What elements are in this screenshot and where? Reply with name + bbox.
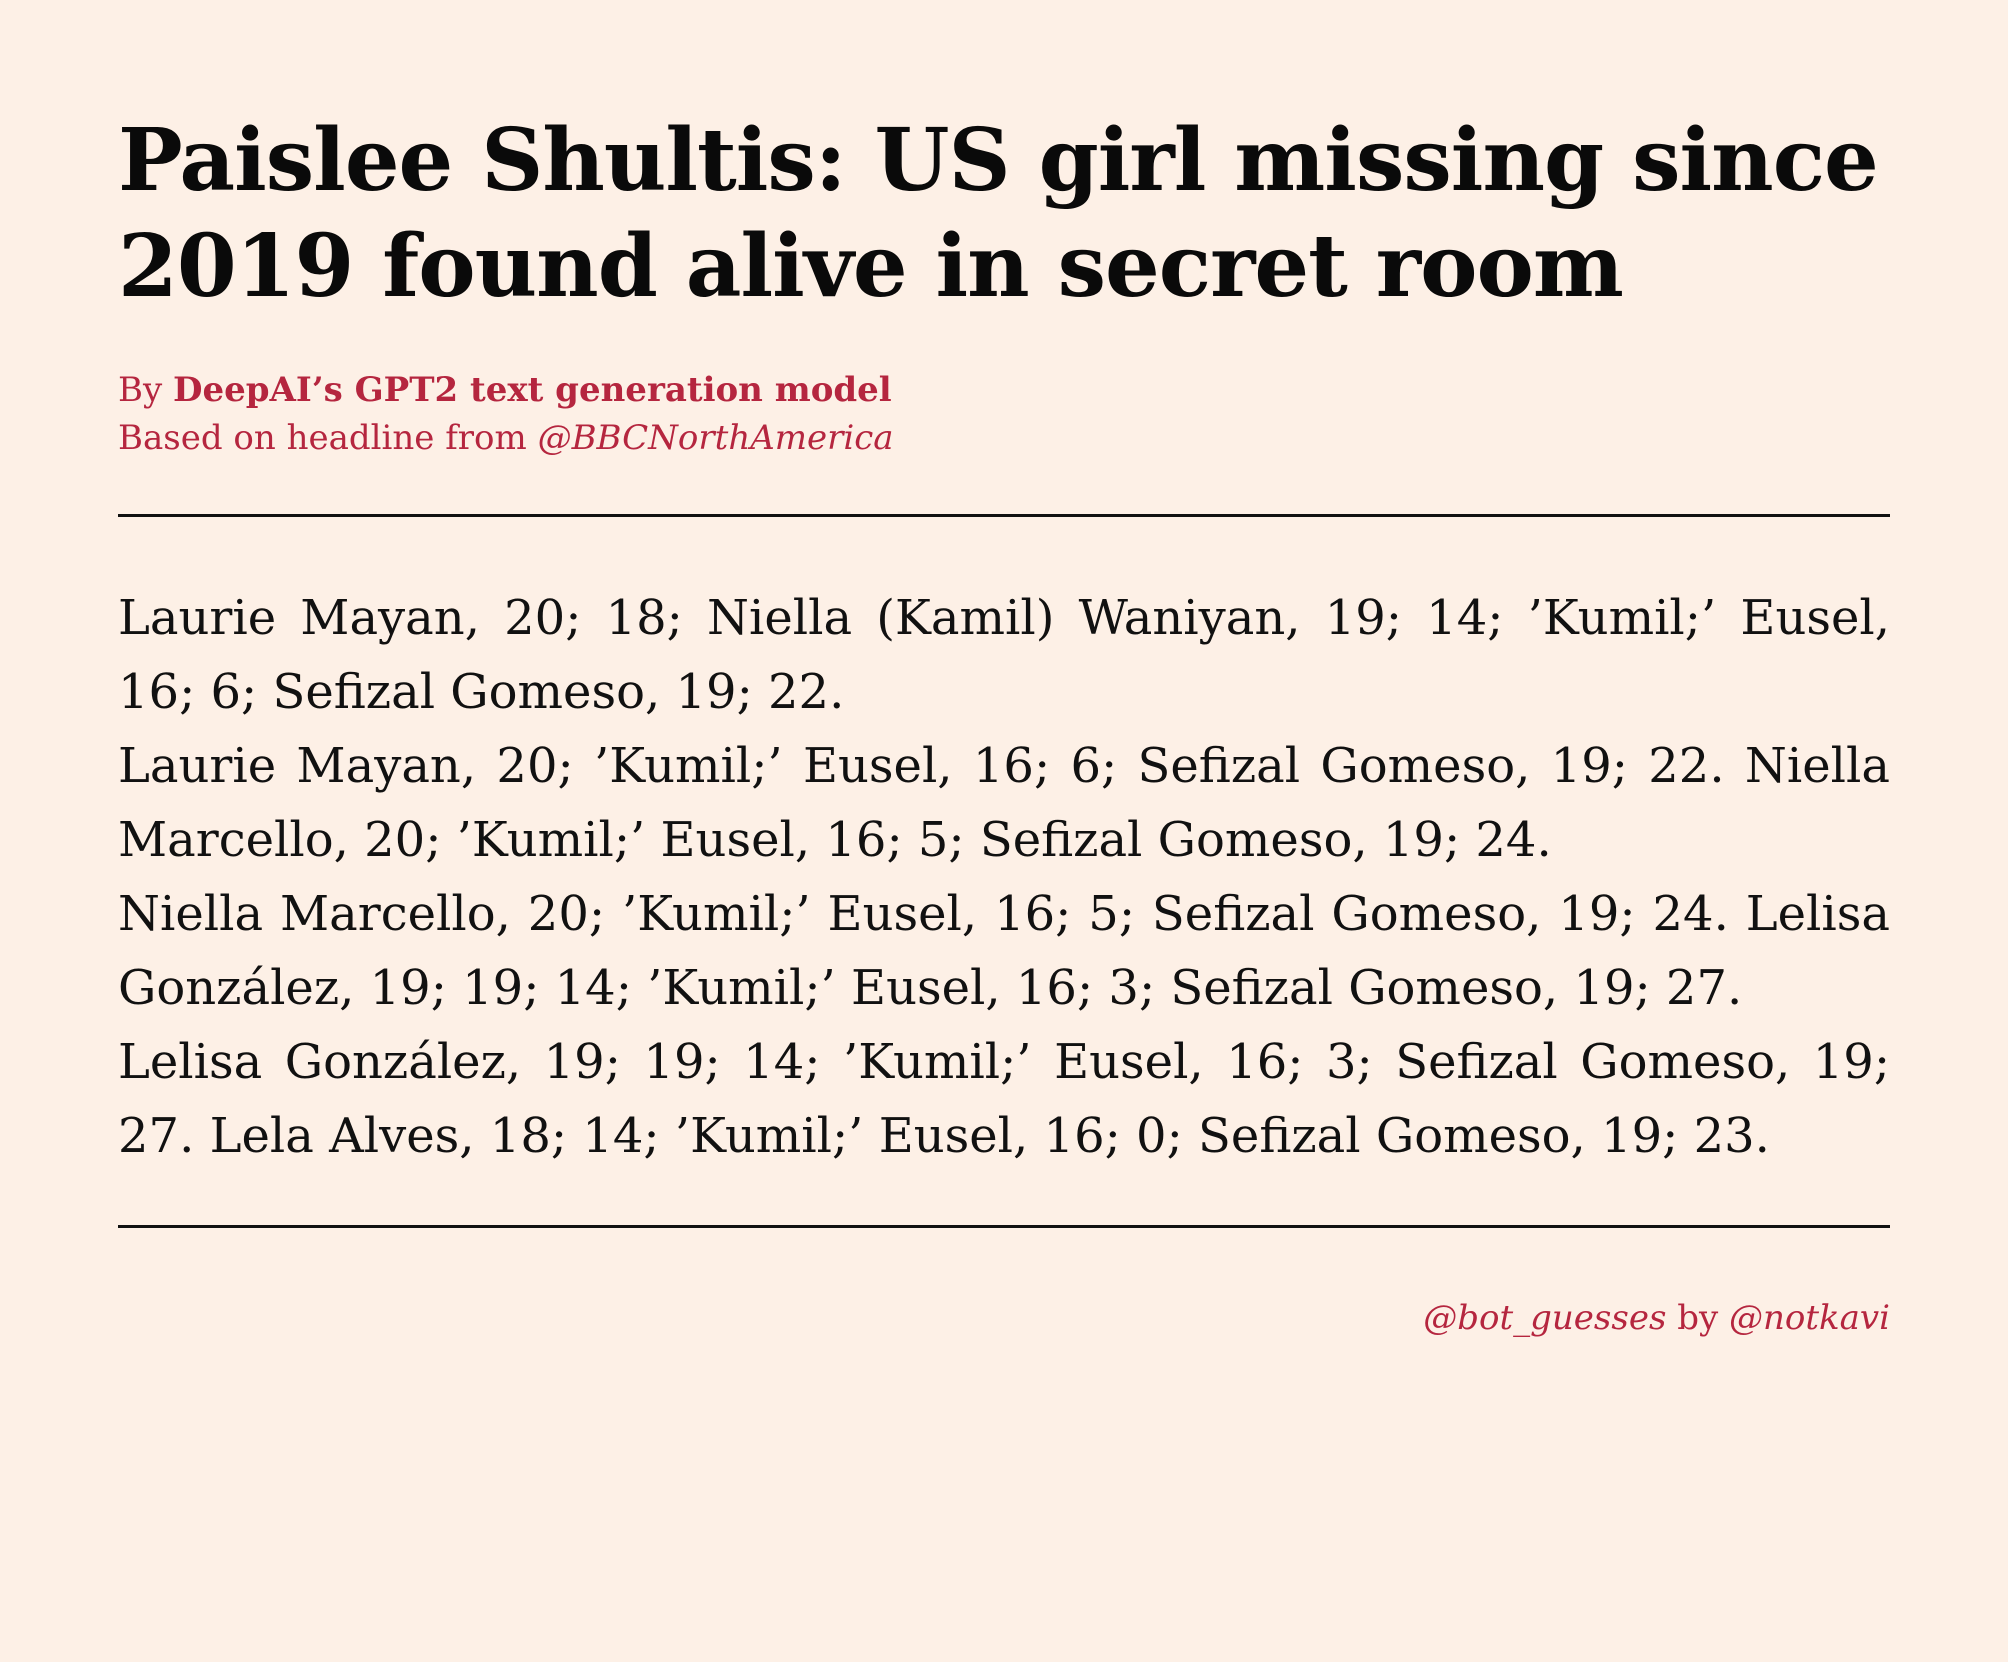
footer-by-text: by	[1666, 1298, 1729, 1338]
paragraph: Laurie Mayan, 20; ’Kumil;’ Eusel, 16; 6;…	[118, 738, 1890, 868]
byline-prefix: By	[118, 370, 174, 410]
bot-handle: @bot_guesses	[1423, 1298, 1667, 1338]
headline: Paislee Shultis: US girl missing since 2…	[118, 110, 1879, 317]
source-handle: @BBCNorthAmerica	[537, 418, 894, 458]
byline-author-line: By DeepAI’s GPT2 text generation model	[118, 366, 1890, 414]
byline-author: DeepAI’s GPT2 text generation model	[173, 370, 892, 410]
byline-source-prefix: Based on headline from	[118, 418, 538, 458]
bottom-divider	[118, 1225, 1890, 1228]
article-body: Laurie Mayan, 20; 18; Niella (Kamil) Wan…	[118, 581, 1890, 1173]
byline: By DeepAI’s GPT2 text generation model B…	[118, 366, 1890, 462]
paragraph: Niella Marcello, 20; ’Kumil;’ Eusel, 16;…	[118, 886, 1890, 1016]
author-handle: @notkavi	[1729, 1298, 1890, 1338]
article-card: Paislee Shultis: US girl missing since 2…	[118, 108, 1890, 1342]
footer-credit: @bot_guesses by @notkavi	[118, 1294, 1890, 1342]
byline-source-line: Based on headline from @BBCNorthAmerica	[118, 414, 1890, 462]
paragraph: Laurie Mayan, 20; 18; Niella (Kamil) Wan…	[118, 590, 1890, 720]
top-divider	[118, 514, 1890, 517]
paragraph: Lelisa González, 19; 19; 14; ’Kumil;’ Eu…	[118, 1034, 1890, 1164]
